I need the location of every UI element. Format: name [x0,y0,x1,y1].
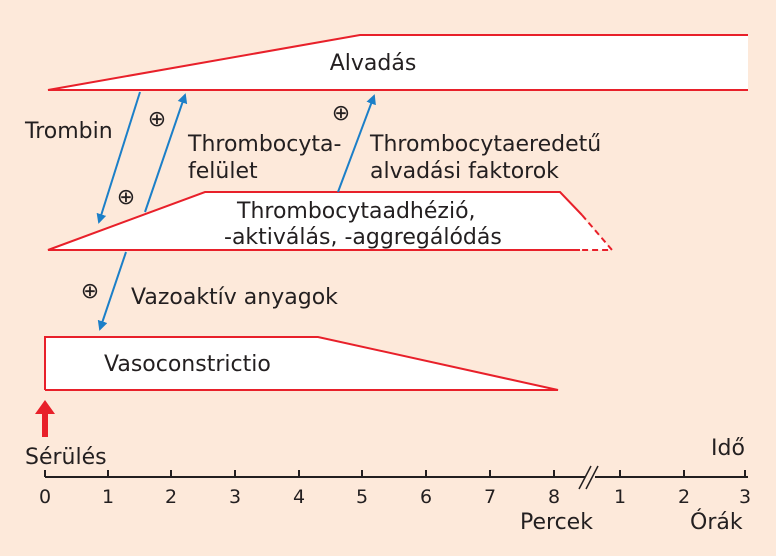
hours-unit-label: Órák [690,509,743,535]
minutes-tick-label: 2 [165,486,177,508]
thrombin-arrow [96,91,141,224]
platelet-band-dashed-edge [580,214,615,251]
vaso-band [45,337,558,390]
surface-label-line1: Thrombocyta- [187,132,341,157]
surface-label-line2: felület [188,159,258,184]
minutes-tick-label: 8 [548,486,560,508]
plus-icon: ⊕ [148,107,166,132]
factors-label-line2: alvadási faktorok [370,159,559,184]
platelet-label-line2: -aktiválás, -aggregálódás [224,225,502,250]
vasoactive-label: Vazoaktív anyagok [131,285,338,310]
coagulation-band [48,35,748,90]
vaso-label: Vasoconstrictio [104,352,271,377]
plus-icon: ⊕ [117,185,135,210]
axis-break-mark [578,465,592,490]
minutes-unit-label: Percek [520,510,593,535]
factors-label-line1: Thrombocytaeredetű [369,132,601,157]
plus-icon: ⊕ [81,279,99,304]
minutes-tick-label: 5 [356,486,368,508]
injury-label: Sérülés [25,445,107,470]
platelet-label-line1: Thrombocytaadhézió, [236,199,476,224]
hours-tick-label: 3 [739,486,751,508]
minutes-tick-label: 4 [293,486,305,508]
platelet-factors-arrow [337,94,376,193]
minutes-tick-label: 6 [420,486,432,508]
platelet-surface-arrow [144,93,188,213]
vasoactive-arrow [97,251,127,331]
vaso-band-outline [44,336,559,391]
hours-tick-label: 1 [614,486,626,508]
coagulation-label: Alvadás [330,51,417,76]
minutes-tick-label: 1 [102,486,114,508]
axis-title: Idő [711,436,745,461]
plus-icon: ⊕ [332,101,350,126]
platelet-band [48,192,612,250]
platelet-band-outline [47,191,583,251]
thrombin-label: Trombin [24,119,113,144]
axis-break-mark [585,465,599,490]
hours-tick-label: 2 [678,486,690,508]
minutes-tick-label: 0 [39,486,51,508]
coagulation-band-outline [47,34,748,91]
axis-ticks: 0 1 2 3 4 5 6 7 8 1 2 3 [39,470,751,508]
minutes-tick-label: 3 [229,486,241,508]
minutes-tick-label: 7 [484,486,496,508]
injury-arrow [35,400,55,437]
